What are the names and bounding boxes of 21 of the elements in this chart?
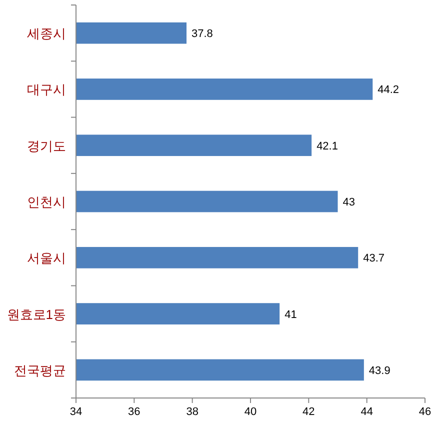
y-tick-label: 경기도 bbox=[27, 138, 66, 154]
data-label: 43.9 bbox=[368, 364, 390, 377]
x-tick-label: 46 bbox=[418, 406, 432, 418]
x-tick-label: 36 bbox=[128, 406, 140, 418]
data-label: 37.8 bbox=[192, 28, 213, 40]
x-tick-label: 38 bbox=[186, 406, 198, 418]
data-label: 44.2 bbox=[378, 84, 400, 96]
y-tick-label: 서울시 bbox=[27, 250, 66, 266]
x-tick-label: 34 bbox=[70, 406, 82, 418]
y-tick-label: 세종시 bbox=[27, 26, 66, 42]
x-tick-label: 40 bbox=[244, 406, 257, 418]
data-label: 42.1 bbox=[316, 140, 338, 152]
x-tick-label: 42 bbox=[302, 406, 315, 418]
y-tick-label: 전국평균 bbox=[14, 362, 66, 378]
y-tick-label: 원효로1동 bbox=[6, 306, 66, 322]
data-label: 41 bbox=[284, 308, 297, 321]
data-label: 43.7 bbox=[363, 252, 385, 265]
y-tick-label: 대구시 bbox=[27, 82, 66, 98]
y-tick-label: 인천시 bbox=[27, 194, 66, 210]
x-tick-label: 44 bbox=[360, 406, 373, 418]
data-label: 43 bbox=[342, 196, 355, 208]
